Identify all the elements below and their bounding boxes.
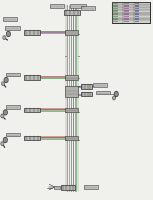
- Circle shape: [4, 139, 6, 141]
- Bar: [113, 21, 118, 22]
- Bar: [112, 2, 150, 5]
- Bar: [124, 5, 129, 7]
- Bar: [81, 92, 92, 96]
- Bar: [70, 4, 86, 8]
- Circle shape: [115, 93, 117, 95]
- Bar: [6, 105, 20, 109]
- Bar: [112, 2, 150, 23]
- Bar: [135, 16, 139, 17]
- Bar: [113, 18, 118, 20]
- Circle shape: [7, 33, 9, 35]
- Bar: [135, 13, 139, 15]
- Bar: [112, 20, 150, 23]
- Bar: [24, 108, 40, 112]
- Circle shape: [4, 138, 7, 142]
- Bar: [112, 7, 150, 10]
- Bar: [24, 75, 40, 80]
- Bar: [96, 91, 110, 94]
- Bar: [65, 30, 78, 35]
- Bar: [112, 15, 150, 18]
- Bar: [124, 3, 129, 4]
- Bar: [112, 12, 150, 15]
- Bar: [124, 10, 129, 12]
- Circle shape: [4, 110, 7, 115]
- Circle shape: [4, 37, 5, 38]
- Bar: [124, 16, 129, 17]
- Bar: [113, 8, 118, 9]
- Circle shape: [2, 82, 4, 85]
- Bar: [113, 16, 118, 17]
- Bar: [135, 5, 139, 7]
- Circle shape: [7, 32, 10, 36]
- Bar: [81, 84, 92, 89]
- Bar: [112, 5, 150, 7]
- Bar: [135, 21, 139, 22]
- Bar: [113, 5, 118, 7]
- Circle shape: [113, 96, 115, 100]
- Bar: [135, 3, 139, 4]
- Bar: [54, 186, 60, 189]
- Bar: [65, 136, 78, 140]
- Bar: [124, 8, 129, 9]
- Bar: [84, 185, 98, 189]
- Circle shape: [114, 92, 118, 96]
- Bar: [112, 18, 150, 20]
- Circle shape: [3, 36, 6, 39]
- Bar: [135, 8, 139, 9]
- Circle shape: [2, 83, 4, 84]
- Bar: [113, 13, 118, 15]
- Bar: [65, 86, 78, 97]
- Bar: [135, 10, 139, 12]
- Bar: [112, 10, 150, 12]
- Bar: [50, 4, 64, 8]
- Circle shape: [5, 79, 7, 81]
- Bar: [24, 136, 40, 140]
- Bar: [6, 73, 20, 76]
- Circle shape: [4, 111, 6, 114]
- Bar: [5, 26, 20, 30]
- Bar: [124, 13, 129, 15]
- Bar: [65, 108, 78, 112]
- Bar: [124, 18, 129, 20]
- Bar: [3, 17, 17, 21]
- Circle shape: [2, 115, 3, 117]
- Circle shape: [2, 143, 3, 144]
- Bar: [64, 10, 80, 15]
- Circle shape: [1, 142, 4, 145]
- Bar: [81, 6, 95, 10]
- Bar: [6, 133, 20, 136]
- Bar: [65, 75, 78, 80]
- Bar: [112, 2, 150, 23]
- Circle shape: [1, 114, 4, 118]
- Bar: [113, 10, 118, 12]
- Bar: [124, 21, 129, 22]
- Bar: [24, 30, 40, 35]
- Bar: [93, 83, 107, 87]
- Bar: [135, 18, 139, 20]
- Bar: [113, 3, 118, 4]
- Bar: [61, 185, 75, 190]
- Circle shape: [113, 97, 115, 99]
- Circle shape: [4, 78, 8, 82]
